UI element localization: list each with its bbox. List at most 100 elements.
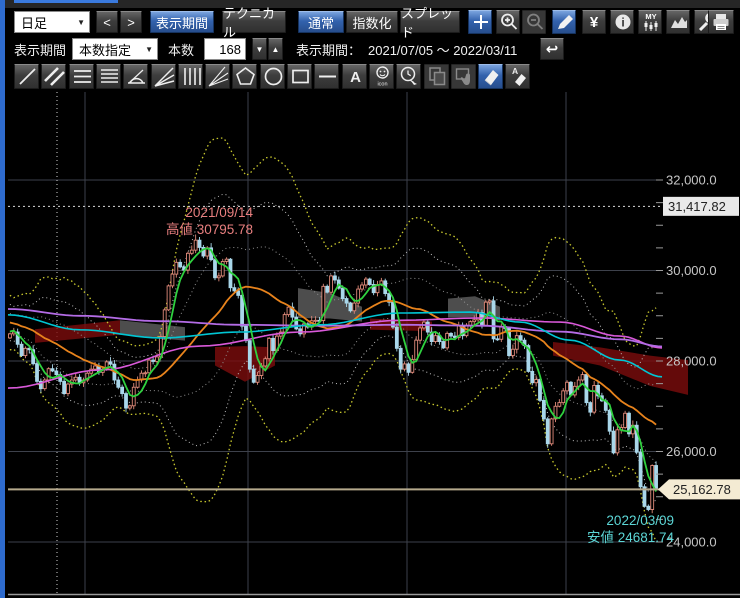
pencil-icon [558,15,573,29]
ichimoku-clouds [35,288,688,395]
return-arrow-icon: ↩ [545,41,559,58]
zoom-in-button[interactable] [496,10,520,34]
count-decrement-button[interactable]: ▼ [252,38,267,60]
spread-mode-button[interactable]: スプレッド [400,6,460,40]
my-chart-button[interactable]: MY [638,10,662,34]
low-annotation: 2022/03/09 [606,513,674,528]
print-button[interactable] [708,10,734,34]
draw-pencil-button[interactable] [552,10,576,34]
pentagon-tool-button[interactable] [232,64,258,89]
svg-text:25,162.78: 25,162.78 [673,482,731,497]
high-annotation: 2021/09/14 [185,205,253,220]
zoom-in-icon [501,13,518,30]
axis-label-28000: 28,000.0 [666,354,717,369]
triangle-down-icon: ▼ [255,44,264,54]
trendline-icon [19,68,36,85]
crosshair-icon [474,15,488,29]
yen-axis-button[interactable]: ¥ [582,10,606,34]
axis-label-30000: 30,000.0 [666,263,717,278]
fibonacci-arc-icon [128,69,146,84]
technical-button[interactable]: テクニカル [222,6,286,40]
my-chart-icon: MY [644,12,658,31]
area-chart-button[interactable] [666,10,690,34]
erase-all-icon: A [512,66,527,86]
zoom-out-button[interactable] [522,10,546,34]
low-annotation: 安値 24681.74 [587,530,675,545]
count-label: 本数 [168,42,195,58]
normal-mode-button[interactable]: 通常 [298,11,344,33]
axis-label-26000: 26,000.0 [666,444,717,459]
icon-stamp-icon: icon [376,66,389,88]
drag-object-tool-button[interactable] [450,64,476,89]
gann-fan-tool-button[interactable] [205,64,231,89]
triangle-up-icon: ▲ [271,44,280,54]
range-value: 2021/07/05 ～ 2022/03/11 [368,42,518,58]
bollinger-bands [9,137,657,542]
eraser-icon [484,70,499,86]
svg-text:icon: icon [377,82,387,88]
rectangle-icon [292,69,309,84]
reset-period-button[interactable]: ↩ [540,38,564,60]
horizontal-lines-3-tool-button[interactable] [68,64,94,89]
crosshair-button[interactable] [468,10,492,34]
chart-canvas[interactable]: 24,000.0 26,000.0 28,000.0 30,000.0 32,000.0… [0,92,740,598]
prev-button[interactable]: < [96,11,118,33]
eraser-tool-button[interactable] [478,64,504,89]
horizontal-line-icon [319,75,337,78]
fan-lines-tool-button[interactable] [150,64,176,89]
ellipse-icon [264,67,283,86]
rectangle-tool-button[interactable] [287,64,312,89]
horizontal-lines-4-icon [100,69,118,83]
parallel-lines-tool-button[interactable] [41,64,67,89]
time-cycle-tool-button[interactable] [396,64,422,89]
vertical-lines-icon [183,68,201,85]
fibonacci-arc-tool-button[interactable] [123,64,149,89]
svg-text:A: A [350,69,361,86]
timeframe-value: 日足 [21,15,48,31]
copy-object-tool-button[interactable] [423,64,449,89]
gann-fan-icon [208,66,229,87]
last-price-label: 25,162.78 [658,479,740,500]
svg-text:i: i [621,16,624,30]
parallel-lines-icon [44,67,66,86]
price-axis: 24,000.0 26,000.0 28,000.0 30,000.0 32,000.0 [656,173,717,550]
timeframe-select[interactable]: 日足 ▼ [14,11,90,33]
trendline-tool-button[interactable] [14,64,39,89]
period-label: 表示期間 [14,42,67,58]
hline-value-label: 31,417.82 [663,196,739,216]
horizontal-line-tool-button[interactable] [314,64,340,89]
horizontal-lines-4-tool-button[interactable] [95,64,121,89]
range-label: 表示期間： [296,42,362,58]
pentagon-icon [236,66,256,85]
window-top-strip [0,0,740,8]
next-button[interactable]: > [120,11,142,33]
count-input[interactable] [204,38,246,60]
active-tab-indicator [14,0,118,3]
indexed-mode-button[interactable]: 指数化 [346,11,398,33]
vertical-lines-tool-button[interactable] [177,64,203,89]
horizontal-lines-3-icon [73,70,91,83]
count-mode-select[interactable]: 本数指定 ▼ [72,38,158,60]
ellipse-tool-button[interactable] [259,64,285,89]
display-period-button[interactable]: 表示期間 [150,11,214,33]
icon-stamp-tool-button[interactable]: icon [368,64,394,89]
chevron-down-icon: ▼ [77,17,85,27]
window-left-border [0,0,5,598]
svg-text:A: A [512,66,518,76]
text-note-tool-button[interactable]: A [341,64,367,89]
text-note-icon: A [350,69,361,86]
candles-layer [8,234,658,514]
erase-all-tool-button[interactable]: A [505,64,531,89]
axis-label-24000: 24,000.0 [666,535,717,550]
svg-text:MY: MY [645,12,656,21]
info-icon: i [615,14,631,30]
info-button[interactable]: i [610,10,634,34]
count-increment-button[interactable]: ▲ [268,38,283,60]
drag-object-icon [455,68,470,85]
high-annotation: 高値 30795.78 [166,221,253,237]
print-icon [713,14,729,30]
yen-icon: ¥ [589,13,599,31]
